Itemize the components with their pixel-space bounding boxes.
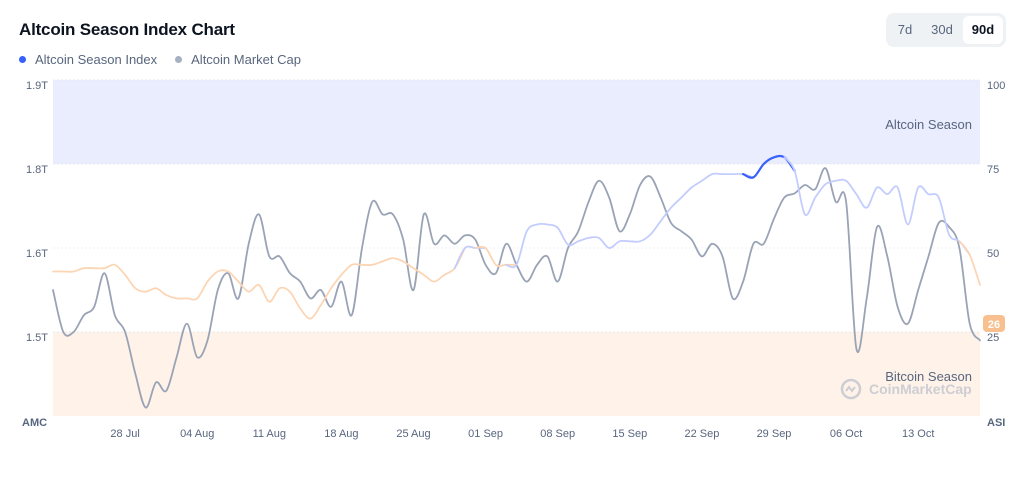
x-tick-label: 18 Aug (324, 428, 358, 440)
series-line-altcoin-market-cap (52, 167, 981, 409)
legend-item-asi[interactable]: Altcoin Season Index (19, 52, 157, 67)
legend-dot-asi (19, 56, 26, 63)
x-axis: 28 Jul 04 Aug 11 Aug 18 Aug 25 Aug 01 Sep 08 S… (110, 428, 934, 440)
range-30d-button[interactable]: 30d (931, 22, 953, 37)
left-axis-title: AMC (22, 417, 47, 429)
right-tick-label: 50 (987, 248, 999, 260)
chart-legend: Altcoin Season Index Altcoin Market Cap (19, 52, 301, 67)
right-tick-label: 75 (987, 164, 999, 176)
x-tick-label: 08 Sep (540, 428, 575, 440)
range-90d-button[interactable]: 90d (963, 16, 1003, 44)
current-asi-badge-bg (983, 315, 1005, 332)
range-switch: 7d 30d 90d (886, 13, 1006, 47)
watermark-logo: CoinMarketCap (840, 378, 972, 400)
right-tick-label: 25 (987, 332, 999, 344)
x-tick-label: 01 Sep (468, 428, 503, 440)
left-tick-label: 1.9T (26, 80, 48, 92)
bitcoin-season-label: Bitcoin Season (885, 369, 972, 384)
x-tick-label: 25 Aug (396, 428, 430, 440)
x-tick-label: 22 Sep (684, 428, 719, 440)
x-tick-label: 11 Aug (253, 428, 286, 440)
altcoin-season-zone (53, 80, 980, 164)
range-7d-button[interactable]: 7d (897, 22, 913, 37)
x-tick-label: 15 Sep (612, 428, 647, 440)
left-tick-label: 1.6T (26, 248, 48, 260)
left-tick-label: 1.5T (26, 332, 48, 344)
series-line-altcoin-season-index (453, 245, 487, 270)
bitcoin-season-zone (53, 332, 980, 416)
x-tick-label: 28 Jul (110, 428, 139, 440)
current-asi-value: 26 (988, 319, 1000, 331)
right-axis-title: ASI (987, 417, 1005, 429)
x-tick-label: 04 Aug (180, 428, 214, 440)
x-tick-label: 13 Oct (902, 428, 934, 440)
current-asi-badge: 26 (983, 315, 1005, 332)
left-tick-label: 1.8T (26, 164, 48, 176)
coinmarketcap-logo-icon (840, 378, 862, 400)
x-tick-label: 06 Oct (830, 428, 862, 440)
altcoin-season-label: Altcoin Season (885, 117, 972, 132)
watermark-text: CoinMarketCap (869, 381, 972, 397)
coinmarketcap-logo-mark (845, 385, 856, 393)
series-line-altcoin-season-index (783, 156, 971, 256)
series-line-altcoin-season-index (474, 245, 518, 267)
legend-label-asi: Altcoin Season Index (35, 52, 158, 67)
legend-item-amc[interactable]: Altcoin Market Cap (175, 52, 301, 67)
x-tick-label: 29 Sep (757, 428, 792, 440)
series-line-altcoin-season-index (958, 240, 981, 286)
series-line-altcoin-season-index (505, 172, 755, 269)
chart-title: Altcoin Season Index Chart (19, 20, 235, 39)
legend-dot-amc (175, 56, 183, 63)
right-tick-label: 100 (987, 80, 1005, 92)
series-line-altcoin-season-index (52, 247, 466, 320)
series-layer (52, 154, 981, 409)
legend-label-amc: Altcoin Market Cap (191, 52, 301, 67)
